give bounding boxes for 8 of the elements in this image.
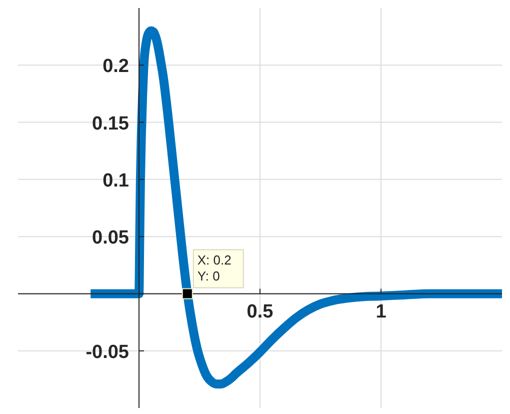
x-tick-label: 0.5 xyxy=(246,302,274,323)
x-tick-label: 1 xyxy=(376,302,387,323)
y-tick-label: 0.15 xyxy=(92,113,130,134)
y-tick-label: 0.2 xyxy=(102,56,129,78)
y-tick-label: -0.05 xyxy=(86,342,130,363)
y-tick-label: 0.1 xyxy=(102,170,130,192)
y-tick-label: 0.05 xyxy=(92,228,130,249)
annotation: X: 0.2 Y: 0 xyxy=(197,252,232,284)
